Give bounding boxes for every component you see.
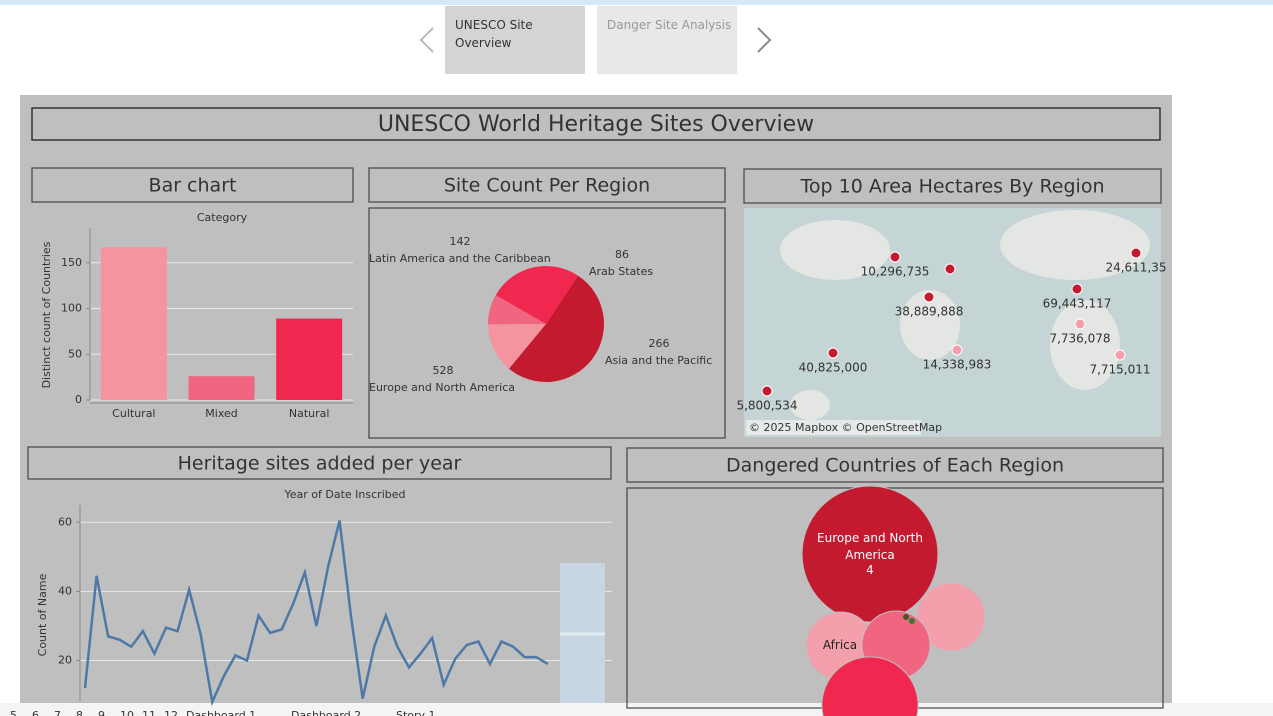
category-label: Europe and North America <box>369 381 515 394</box>
attribution-bg <box>746 420 921 435</box>
sheet-bar <box>0 703 1273 716</box>
map-point <box>923 291 935 303</box>
pie-slice <box>488 324 546 369</box>
sheet-tab[interactable]: 6 <box>32 709 39 716</box>
map-point <box>1074 318 1086 330</box>
map-land <box>900 290 960 360</box>
value-label: 5,800,534 <box>736 399 797 413</box>
x-tick-label: Natural <box>289 407 330 420</box>
map-land <box>1000 210 1150 280</box>
map-point <box>761 385 773 397</box>
x-axis-label: Category <box>197 211 248 224</box>
story-tab[interactable]: Danger Site Analysis <box>597 6 737 74</box>
attribution: © 2025 Mapbox © OpenStreetMap <box>749 421 942 434</box>
value-label: 10,296,735 <box>861 265 930 279</box>
category-label: Europe and North America <box>817 531 923 562</box>
sheet-tab[interactable]: 11 <box>142 709 156 716</box>
sheet-tab[interactable]: Dashboard 2 <box>291 709 361 716</box>
sheet-tab[interactable]: 10 <box>120 709 134 716</box>
line <box>83 520 549 707</box>
panel-title: Site Count Per Region <box>444 175 650 197</box>
panel-box <box>31 167 354 203</box>
value-label: 7,715,011 <box>1089 363 1150 377</box>
bubble-small <box>909 618 915 624</box>
story-tab[interactable]: UNESCO Site Overview <box>445 6 585 74</box>
y-tick-label: 50 <box>68 347 82 360</box>
panel-title: Top 10 Area Hectares By Region <box>800 176 1105 198</box>
value-label: 40,825,000 <box>799 361 868 375</box>
value-label: 142 <box>450 235 471 248</box>
value-label: 86 <box>615 248 629 261</box>
panel-box <box>743 168 1162 204</box>
value-label: 24,611,35 <box>1105 261 1166 275</box>
y-axis-label: Distinct count of Countries <box>40 241 53 388</box>
map-land <box>1050 300 1120 390</box>
category-label: Africa <box>822 638 858 652</box>
x-tick-label: Mixed <box>205 407 237 420</box>
panel-box <box>368 207 726 439</box>
next-arrow[interactable] <box>757 27 772 53</box>
sheet-tab[interactable]: Dashboard 1 <box>186 709 256 716</box>
value-label: 14,338,983 <box>923 358 992 372</box>
category-label: Asia and the Pacific <box>605 354 712 367</box>
sheet-tab[interactable]: Story 1 <box>396 709 436 716</box>
x-tick-label: Cultural <box>112 407 155 420</box>
sheet-tab[interactable]: 5 <box>10 709 17 716</box>
pie-slice <box>509 275 604 382</box>
bubble-small <box>903 614 909 620</box>
map-land <box>780 220 890 280</box>
panel-title: Bar chart <box>149 175 237 197</box>
map-point <box>1071 283 1083 295</box>
category-label: Latin America and the Caribbean <box>369 252 551 265</box>
map-point <box>1114 349 1126 361</box>
value-label: 4 <box>866 563 874 577</box>
map-land <box>790 390 830 420</box>
sheet-tab[interactable]: 8 <box>76 709 83 716</box>
bubble <box>916 582 986 652</box>
y-tick-label: 100 <box>61 302 82 315</box>
y-tick-label: 0 <box>75 393 82 406</box>
x-axis-label: Year of Date Inscribed <box>284 488 406 501</box>
top-strip <box>0 0 1273 5</box>
y-tick-label: 150 <box>61 256 82 269</box>
y-tick-label: 40 <box>58 584 72 597</box>
y-tick-label: 20 <box>58 654 72 667</box>
value-label: 38,889,888 <box>895 305 964 319</box>
panel-title: Dangered Countries of Each Region <box>726 455 1064 477</box>
bar <box>100 247 167 400</box>
sheet-tab[interactable]: 12 <box>164 709 178 716</box>
dashboard-title: UNESCO World Heritage Sites Overview <box>378 112 814 137</box>
y-tick-label: 60 <box>58 515 72 528</box>
map-point <box>1130 247 1142 259</box>
bubble <box>821 656 919 716</box>
sheet-tab[interactable]: 9 <box>98 709 105 716</box>
map-point <box>944 263 956 275</box>
prev-arrow[interactable] <box>419 27 434 53</box>
map-point <box>889 251 901 263</box>
pie-slice <box>495 266 579 324</box>
value-label: 266 <box>649 337 670 350</box>
panel-box <box>27 446 612 480</box>
map-point <box>827 347 839 359</box>
bar <box>188 376 255 400</box>
sheet-tab[interactable]: 7 <box>54 709 61 716</box>
pie-slice <box>488 295 546 325</box>
value-label: 69,443,117 <box>1043 297 1112 311</box>
title-box <box>31 107 1161 141</box>
category-label: Arab States <box>589 265 653 278</box>
y-axis-label: Count of Name <box>36 573 49 656</box>
panel-box <box>368 167 726 203</box>
bar <box>276 318 343 400</box>
value-label: 528 <box>433 364 454 377</box>
panel-title: Heritage sites added per year <box>178 453 462 475</box>
value-label: 7,736,078 <box>1049 332 1110 346</box>
map-point <box>951 344 963 356</box>
bubble <box>801 485 939 623</box>
panel-box <box>626 447 1164 483</box>
